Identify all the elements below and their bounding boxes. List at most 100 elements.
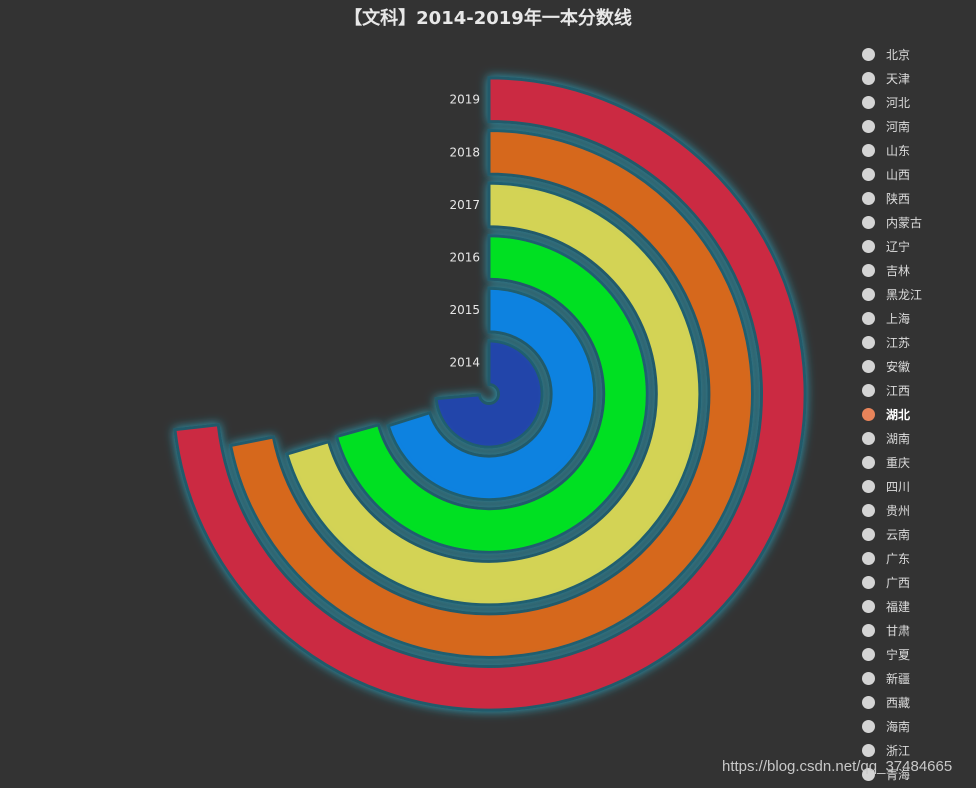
legend-item-福建[interactable]: 福建 [862,594,922,618]
legend-dot-icon [862,287,875,301]
legend-label: 天津 [886,71,911,86]
bar-2014[interactable] [434,339,544,449]
legend-dot-icon [862,575,875,589]
category-label-2016: 2016 [449,251,480,265]
legend-label: 山西 [886,167,911,182]
legend-dot-icon [862,311,875,325]
legend-item-吉林[interactable]: 吉林 [862,258,922,282]
legend-dot-icon [862,191,875,205]
legend-item-海南[interactable]: 海南 [862,714,922,738]
legend-dot-icon [862,719,875,733]
legend-item-辽宁[interactable]: 辽宁 [862,234,922,258]
legend-dot-icon [862,95,875,109]
legend-item-山东[interactable]: 山东 [862,138,922,162]
legend-label: 贵州 [886,503,911,518]
legend-dot-icon [862,263,875,277]
bar-2018[interactable] [228,128,754,659]
legend-dot-icon [862,455,875,469]
legend-dot-icon [862,143,875,157]
legend-label: 湖南 [886,431,911,446]
legend-dot-icon [862,551,875,565]
legend-label: 重庆 [886,455,911,470]
legend-dot-icon [862,407,875,421]
bar-2016[interactable] [334,234,649,554]
legend-item-宁夏[interactable]: 宁夏 [862,642,922,666]
legend-label: 内蒙古 [886,215,923,230]
legend-item-山西[interactable]: 山西 [862,162,922,186]
legend-item-西藏[interactable]: 西藏 [862,690,922,714]
legend-label: 江苏 [886,335,911,350]
legend-item-湖北[interactable]: 湖北 [862,402,922,426]
legend-dot-icon [862,167,875,181]
legend-label: 广西 [886,575,911,590]
legend-dot-icon [862,647,875,661]
legend-dot-icon [862,743,875,757]
legend-label: 云南 [886,527,911,542]
legend-item-陕西[interactable]: 陕西 [862,186,922,210]
legend-item-河北[interactable]: 河北 [862,90,922,114]
legend-dot-icon [862,623,875,637]
legend-label: 四川 [886,479,911,494]
legend-item-云南[interactable]: 云南 [862,522,922,546]
legend-item-天津[interactable]: 天津 [862,66,922,90]
legend-dot-icon [862,71,875,85]
legend-item-青海[interactable]: 青海 [862,762,922,786]
bar-group [173,76,807,712]
legend: 北京天津河北河南山东山西陕西内蒙古辽宁吉林黑龙江上海江苏安徽 江西湖北湖南重庆四川… [862,42,922,786]
legend-dot-icon [862,695,875,709]
legend-dot-icon [862,47,875,61]
legend-dot-icon [862,215,875,229]
category-label-2018: 2018 [449,145,480,159]
legend-dot-icon [862,479,875,493]
chart-title: 【文科】2014-2019年一本分数线 [344,8,632,29]
legend-label: 陕西 [886,191,911,206]
legend-item-新疆[interactable]: 新疆 [862,666,922,690]
legend-item-甘肃[interactable]: 甘肃 [862,618,922,642]
bar-2017[interactable] [284,181,702,607]
legend-label: 新疆 [886,671,911,686]
watermark: https://blog.csdn.net/qq_37484665 [722,758,953,775]
legend-label: 湖北 [886,407,911,422]
legend-item-江苏[interactable]: 江苏 [862,330,922,354]
legend-label: 辽宁 [886,239,911,254]
legend-dot-icon [862,335,875,349]
legend-item-湖南[interactable]: 湖南 [862,426,922,450]
legend-dot-icon [862,359,875,373]
legend-dot-icon [862,383,875,397]
legend-label: 吉林 [886,263,911,278]
legend-item-江西[interactable]: 江西 [862,378,922,402]
legend-label: 福建 [886,599,911,614]
legend-item-四川[interactable]: 四川 [862,474,922,498]
legend-item-安徽[interactable]: 安徽 [862,354,922,378]
category-label-2019: 2019 [449,93,480,107]
legend-label: 广东 [886,551,911,566]
category-label-2014: 2014 [449,356,480,370]
legend-label: 山东 [886,143,911,158]
legend-dot-icon [862,671,875,685]
legend-label: 宁夏 [886,647,911,662]
legend-item-上海[interactable]: 上海 [862,306,922,330]
legend-item-河南[interactable]: 河南 [862,114,922,138]
legend-item-内蒙古[interactable]: 内蒙古 [862,210,922,234]
legend-item-重庆[interactable]: 重庆 [862,450,922,474]
bar-2015[interactable] [386,286,597,502]
category-label-group: 2014 2015 2016 2017 2018 2019 [449,93,480,370]
legend-item-广东[interactable]: 广东 [862,546,922,570]
legend-item-浙江[interactable]: 浙江 [862,738,922,762]
legend-label: 河北 [886,95,911,110]
legend-label: 西藏 [886,695,911,710]
legend-item-北京[interactable]: 北京 [862,42,922,66]
legend-label: 北京 [886,47,911,62]
legend-dot-icon [862,239,875,253]
legend-item-黑龙江[interactable]: 黑龙江 [862,282,922,306]
bar-2019[interactable] [173,76,807,712]
legend-item-广西[interactable]: 广西 [862,570,922,594]
legend-label: 黑龙江 [886,287,923,302]
legend-label: 甘肃 [886,623,911,638]
legend-dot-icon [862,119,875,133]
legend-dot-icon [862,527,875,541]
legend-dot-icon [862,431,875,445]
legend-item-贵州[interactable]: 贵州 [862,498,922,522]
legend-label: 河南 [886,119,911,134]
